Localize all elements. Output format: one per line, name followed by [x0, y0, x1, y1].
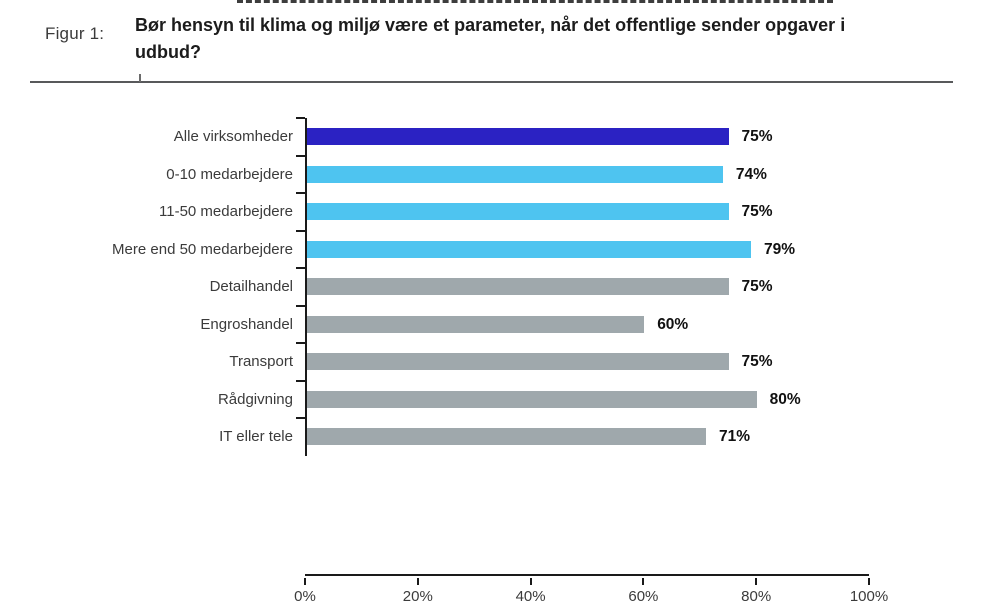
value-label: 75%	[741, 128, 773, 145]
category-label: Transport	[229, 353, 293, 370]
chart-row: Rådgivning 80%	[0, 379, 998, 418]
category-label: Engroshandel	[200, 315, 293, 333]
bar	[307, 315, 645, 333]
category-label: Mere end 50 medarbejdere	[112, 240, 293, 258]
bar	[307, 203, 729, 221]
x-axis-tick-label: 0%	[294, 587, 316, 605]
x-axis-tick	[304, 577, 306, 585]
chart-row: Mere end 50 medarbejdere 79%	[0, 229, 998, 268]
x-axis-tick-label: 60%	[628, 587, 659, 605]
bar	[307, 390, 757, 408]
bar	[307, 165, 723, 183]
chart-row: Transport 75%	[0, 342, 998, 381]
value-label: 80%	[769, 390, 801, 408]
category-label: Rådgivning	[217, 390, 293, 408]
bar	[307, 278, 729, 296]
x-axis-tick-label: 20%	[402, 587, 433, 605]
category-label: 0-10 medarbejdere	[166, 165, 293, 183]
value-label: 75%	[741, 353, 773, 370]
value-label: 79%	[763, 240, 795, 258]
header-divider	[30, 81, 953, 83]
bar-track: 79%	[296, 229, 869, 268]
x-axis-tick-label: 80%	[741, 587, 772, 605]
chart-row: Detailhandel 75%	[0, 267, 998, 306]
figure-title: Bør hensyn til klima og miljø være et pa…	[135, 15, 846, 62]
bar-track: 75%	[296, 267, 869, 306]
x-axis-tick	[755, 577, 758, 585]
x-axis-tick	[868, 577, 870, 585]
figure-label: Figur 1:	[45, 24, 105, 43]
chart-row: 0-10 medarbejdere 74%	[0, 154, 998, 193]
chart-row: Alle virksomheder 75%	[0, 117, 998, 156]
bar	[307, 128, 729, 146]
x-axis-tick	[416, 577, 419, 585]
bar	[307, 428, 707, 446]
header-divider-tick	[139, 74, 141, 82]
bar	[307, 240, 751, 258]
category-label: IT eller tele	[219, 428, 293, 445]
bar-track: 75%	[296, 117, 869, 156]
cropped-line-artifact	[237, 0, 833, 3]
value-label: 75%	[741, 203, 773, 220]
value-label: 75%	[741, 278, 773, 295]
bar-track: 75%	[296, 342, 869, 381]
bar-track: 80%	[296, 379, 869, 418]
value-label: 60%	[657, 315, 689, 333]
category-label: Detailhandel	[209, 278, 293, 295]
x-axis-tick-label: 40%	[515, 587, 546, 605]
x-axis-tick	[642, 577, 645, 585]
bar-track: 75%	[296, 192, 869, 231]
bar	[307, 353, 729, 371]
bar-track: 60%	[296, 304, 869, 343]
chart-row: Engroshandel 60%	[0, 304, 998, 343]
value-label: 71%	[719, 428, 751, 445]
x-axis-tick	[529, 577, 532, 585]
bar-track: 74%	[296, 154, 869, 193]
category-label: Alle virksomheder	[173, 128, 293, 145]
bar-chart: Alle virksomheder 75% 0-10 medarbejdere 74%…	[0, 117, 998, 605]
chart-row: 11-50 medarbejdere 75%	[0, 192, 998, 231]
chart-rows: Alle virksomheder 75% 0-10 medarbejdere 74%…	[0, 117, 998, 456]
chart-row: IT eller tele 71%	[0, 417, 998, 456]
x-axis: 0% 20% 40% 60% 80% 100%	[294, 573, 888, 605]
category-label: 11-50 medarbejdere	[159, 203, 293, 220]
bar-track: 71%	[296, 417, 869, 456]
x-axis-tick-label: 100%	[849, 587, 889, 605]
value-label: 74%	[735, 165, 767, 183]
